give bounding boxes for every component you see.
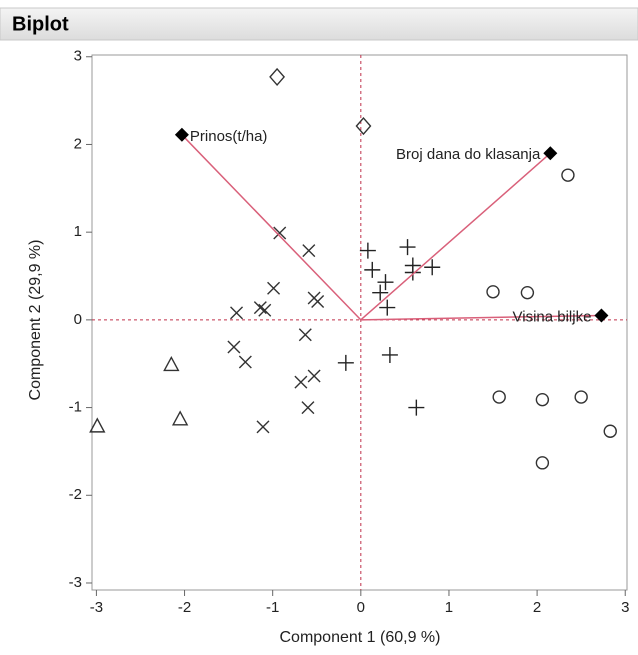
x-tick-label: -3	[90, 599, 103, 616]
point	[298, 328, 312, 342]
point	[359, 242, 376, 259]
point	[302, 244, 316, 258]
point	[404, 264, 421, 281]
y-tick-label: 1	[74, 223, 82, 240]
point	[163, 355, 180, 372]
point	[372, 284, 389, 301]
point	[408, 399, 425, 416]
point	[227, 340, 241, 354]
y-axis-title: Component 2 (29,9 %)	[27, 240, 44, 401]
point	[377, 274, 394, 291]
point	[269, 67, 286, 86]
point	[355, 116, 372, 136]
point	[273, 226, 287, 240]
x-axis-title: Component 1 (60,9 %)	[280, 629, 441, 646]
y-tick-label: 0	[74, 311, 82, 328]
point	[307, 369, 321, 383]
point	[535, 456, 550, 470]
point	[486, 285, 500, 299]
x-tick-label: 1	[445, 599, 453, 616]
point	[381, 346, 398, 363]
point	[364, 261, 381, 278]
y-tick-label: 2	[74, 135, 82, 152]
point	[574, 390, 588, 404]
loading-label: Visina biljke	[513, 308, 592, 325]
loading-point	[174, 127, 189, 142]
point	[399, 239, 416, 256]
point	[258, 303, 272, 317]
plot-frame	[91, 54, 628, 591]
x-tick-label: 2	[533, 599, 541, 616]
point	[301, 401, 315, 415]
x-tick-label: -1	[266, 599, 279, 616]
point	[238, 355, 252, 369]
point	[89, 417, 106, 433]
point	[230, 306, 244, 320]
point	[535, 392, 550, 407]
point	[492, 390, 506, 404]
point	[379, 299, 396, 316]
point	[311, 294, 325, 308]
loading-vector	[360, 314, 602, 321]
point	[337, 354, 354, 371]
point	[561, 168, 575, 182]
x-tick-label: 0	[357, 599, 365, 616]
x-tick-label: -2	[178, 599, 191, 616]
y-tick-label: -2	[69, 486, 82, 503]
loading-point	[594, 308, 609, 323]
loading-vector	[181, 134, 362, 321]
x-tick-label: 3	[621, 599, 629, 616]
loading-vector	[360, 152, 551, 321]
point	[267, 281, 281, 295]
y-tick-label: 3	[74, 48, 82, 65]
point	[424, 259, 441, 276]
point	[294, 375, 308, 389]
loading-point	[543, 146, 558, 161]
point	[603, 424, 617, 438]
y-tick-label: -1	[69, 399, 82, 416]
loading-label: Prinos(t/ha)	[190, 128, 268, 145]
loading-label: Broj dana do klasanja	[396, 146, 541, 163]
chart-title: Biplot	[12, 13, 69, 35]
point	[520, 285, 535, 300]
y-tick-label: -3	[69, 574, 82, 591]
point	[256, 420, 270, 434]
point	[171, 410, 189, 426]
title-bar	[0, 7, 638, 41]
